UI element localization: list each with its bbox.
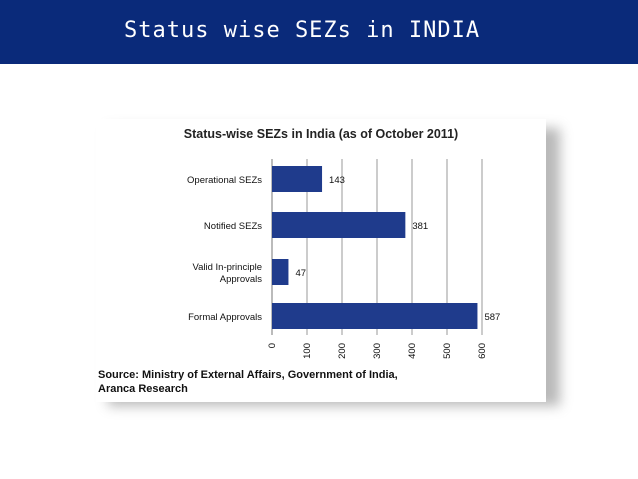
x-tick-label: 300 <box>372 343 383 359</box>
source-note: Source: Ministry of External Affairs, Go… <box>98 369 398 381</box>
bar-chart: Status-wise SEZs in India (as of October… <box>98 127 500 395</box>
chart-title: Status-wise SEZs in India (as of October… <box>184 127 458 141</box>
x-tick-label: 200 <box>337 343 348 359</box>
x-tick-label: 500 <box>442 343 453 359</box>
x-tick-label: 100 <box>302 343 313 359</box>
data-label: 47 <box>295 268 306 279</box>
chart-figure: Status-wise SEZs in India (as of October… <box>96 119 546 402</box>
bar <box>272 259 289 285</box>
category-label: Approvals <box>220 274 262 285</box>
category-label: Formal Approvals <box>188 312 262 323</box>
category-label: Valid In-principle <box>192 262 262 273</box>
source-note: Aranca Research <box>98 383 188 395</box>
x-tick-label: 600 <box>477 343 488 359</box>
data-label: 381 <box>412 221 428 232</box>
x-tick-label: 0 <box>267 343 278 348</box>
bar <box>272 303 478 329</box>
category-label: Operational SEZs <box>187 175 262 186</box>
data-label: 587 <box>484 312 500 323</box>
bar <box>272 212 406 238</box>
category-label: Notified SEZs <box>204 221 262 232</box>
bar <box>272 166 323 192</box>
slide-header: Status wise SEZs in INDIA <box>0 0 638 64</box>
data-label: 143 <box>329 175 345 186</box>
x-tick-label: 400 <box>407 343 418 359</box>
slide-title: Status wise SEZs in INDIA <box>124 18 481 43</box>
